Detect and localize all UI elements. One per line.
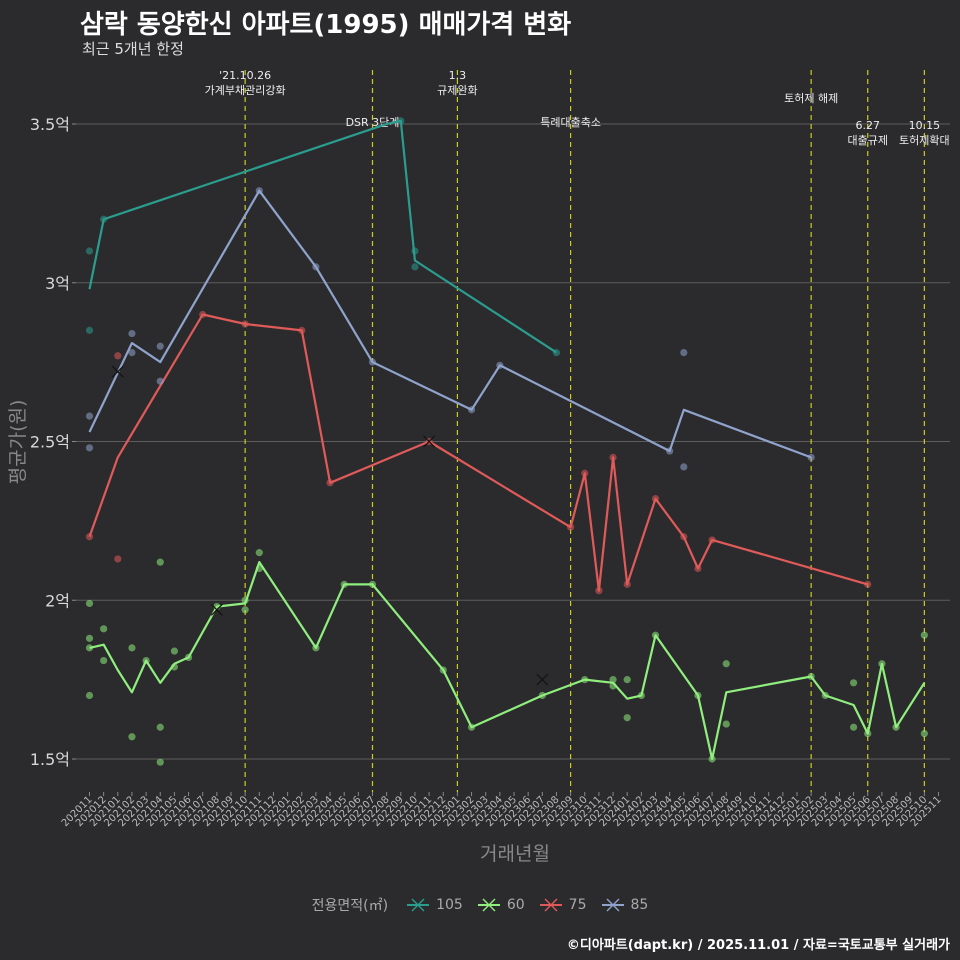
data-point (920, 730, 928, 738)
legend-key-85 (601, 898, 624, 912)
data-point (920, 631, 928, 639)
data-point (114, 555, 122, 563)
event-label: 10.15 (909, 119, 941, 132)
data-point (623, 714, 631, 722)
highlight-cross (210, 603, 223, 616)
legend-item-60: 60 (477, 897, 525, 913)
data-point (114, 352, 122, 360)
data-point (680, 463, 688, 471)
legend-label-60: 60 (506, 897, 525, 913)
legend-key-cross (411, 898, 425, 912)
event-label: 대출규제 (848, 134, 888, 147)
event-label: 토허제 해제 (784, 91, 838, 105)
x-axis-title: 거래년월 (480, 843, 550, 865)
data-point (850, 723, 858, 731)
data-point (85, 247, 94, 255)
legend-key-75 (539, 898, 562, 912)
data-point (85, 412, 94, 420)
legend-label-85: 85 (630, 897, 649, 913)
data-point (85, 599, 94, 608)
y-tick-label: 2억 (45, 591, 70, 610)
event-label: '21.10.26 (219, 69, 271, 82)
data-point (128, 349, 136, 357)
event-label: 가계부채관리강화 (205, 84, 286, 97)
event-label: 6.27 (856, 119, 881, 132)
y-axis-title: 평균가(원) (7, 400, 29, 485)
y-axis: 1.5억 2억 2.5억 3억 3.5억 (30, 115, 76, 769)
data-point (411, 263, 419, 271)
event-label: 규제완화 (437, 84, 477, 97)
legend-item-105: 105 (406, 897, 463, 913)
data-point (156, 342, 164, 350)
data-point (623, 676, 631, 684)
series-line (88, 119, 558, 354)
data-point (85, 691, 94, 700)
grid-layer (76, 123, 950, 760)
event-label: 토허제확대 (899, 134, 950, 147)
data-point (170, 647, 178, 655)
legend-key-cross (544, 898, 558, 912)
highlight-cross (536, 673, 549, 686)
legend-key-105 (407, 898, 430, 912)
y-tick-label: 3억 (45, 274, 70, 293)
data-point (100, 625, 108, 633)
series-line (88, 313, 869, 592)
event-label: 특례대출축소 (540, 116, 601, 129)
data-point (85, 444, 94, 452)
event-label: 1.3 (449, 69, 467, 82)
chart-subtitle: 최근 5개년 한정 (82, 40, 184, 58)
data-point (156, 377, 164, 385)
legend: 전용면적(㎡) 105 60 75 85 (0, 895, 960, 915)
data-point (680, 349, 688, 357)
series-105 (85, 117, 561, 357)
series-75 (85, 310, 872, 595)
y-tick-label: 2.5억 (30, 433, 70, 452)
chart-title: 삼락 동양한신 아파트(1995) 매매가격 변화 (80, 10, 572, 40)
data-point (255, 549, 263, 557)
legend-item-75: 75 (539, 897, 587, 913)
x-axis: 2020112020122021012021022021032021042021… (60, 792, 944, 829)
data-point (722, 720, 730, 728)
data-point (241, 606, 249, 614)
data-point (156, 723, 164, 731)
series-line (88, 189, 812, 459)
y-tick-label: 3.5억 (30, 115, 70, 134)
data-point (85, 634, 94, 642)
legend-key-60 (477, 898, 500, 912)
series-85 (85, 187, 815, 471)
highlight-cross (423, 435, 436, 448)
data-point (850, 679, 858, 687)
data-point (156, 558, 164, 566)
legend-title: 전용면적(㎡) (311, 898, 389, 914)
legend-key-cross (606, 898, 619, 912)
data-point (156, 758, 164, 766)
y-tick-label: 1.5억 (30, 750, 70, 769)
data-point (100, 656, 108, 665)
source-caption: ©디아파트(dapt.kr) / 2025.11.01 / 자료=국토교통부 실… (566, 938, 950, 953)
data-point (128, 644, 136, 652)
data-point (128, 733, 136, 741)
highlight-cross (111, 365, 124, 378)
data-point (609, 676, 617, 684)
legend-label-105: 105 (436, 897, 463, 913)
series-60 (85, 549, 928, 766)
event-label: DSR 3단계 (346, 116, 400, 129)
data-point (128, 329, 136, 338)
data-point (722, 660, 730, 668)
legend-label-75: 75 (568, 897, 587, 913)
data-point (85, 326, 94, 334)
series-line (89, 561, 926, 761)
series-layer (85, 117, 928, 766)
legend-item-85: 85 (601, 897, 649, 913)
legend-key-cross (482, 898, 496, 912)
